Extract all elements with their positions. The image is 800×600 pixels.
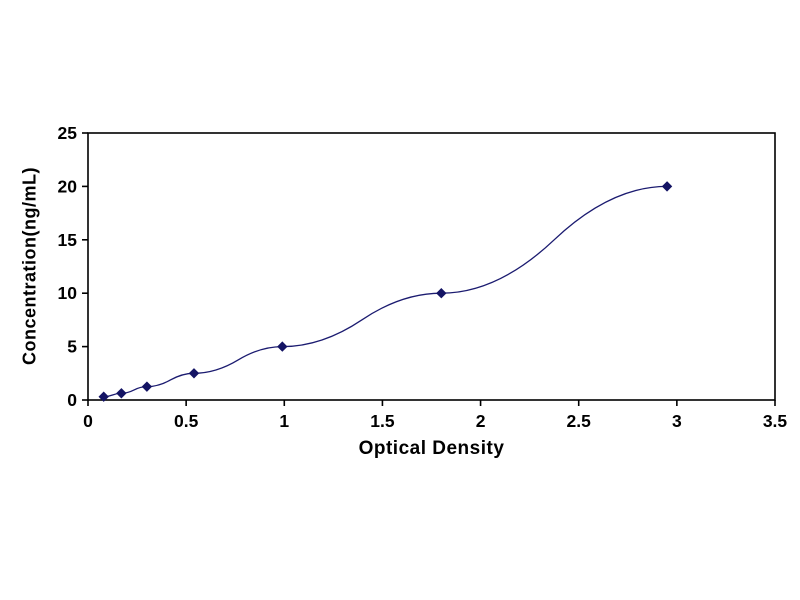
data-point-marker	[188, 368, 200, 379]
series-line	[103, 185, 668, 398]
x-tick-label: 0.5	[174, 411, 199, 431]
y-tick-label: 5	[67, 337, 77, 357]
data-point-marker	[141, 381, 153, 392]
x-tick-label: 2	[476, 411, 486, 431]
y-tick-label: 0	[67, 390, 77, 410]
x-tick-label: 0	[83, 411, 93, 431]
x-axis-title: Optical Density	[358, 438, 505, 459]
x-tick-label: 1	[279, 411, 289, 431]
plot-border	[87, 132, 776, 401]
y-tick-label: 10	[58, 283, 78, 303]
data-point-marker	[98, 391, 109, 402]
x-tick-label: 3	[672, 411, 682, 431]
data-point-marker	[277, 341, 288, 352]
x-tick-label: 2.5	[567, 411, 592, 431]
y-tick-label: 20	[58, 176, 78, 196]
data-point-marker	[116, 388, 127, 399]
data-point-marker	[661, 181, 673, 192]
x-tick-label: 3.5	[763, 411, 788, 431]
y-axis-title: Concentration(ng/mL)	[19, 167, 40, 365]
x-tick-label: 1.5	[370, 411, 395, 431]
data-point-marker	[436, 287, 447, 299]
y-tick-label: 25	[58, 123, 78, 143]
y-tick-label: 15	[58, 230, 78, 250]
